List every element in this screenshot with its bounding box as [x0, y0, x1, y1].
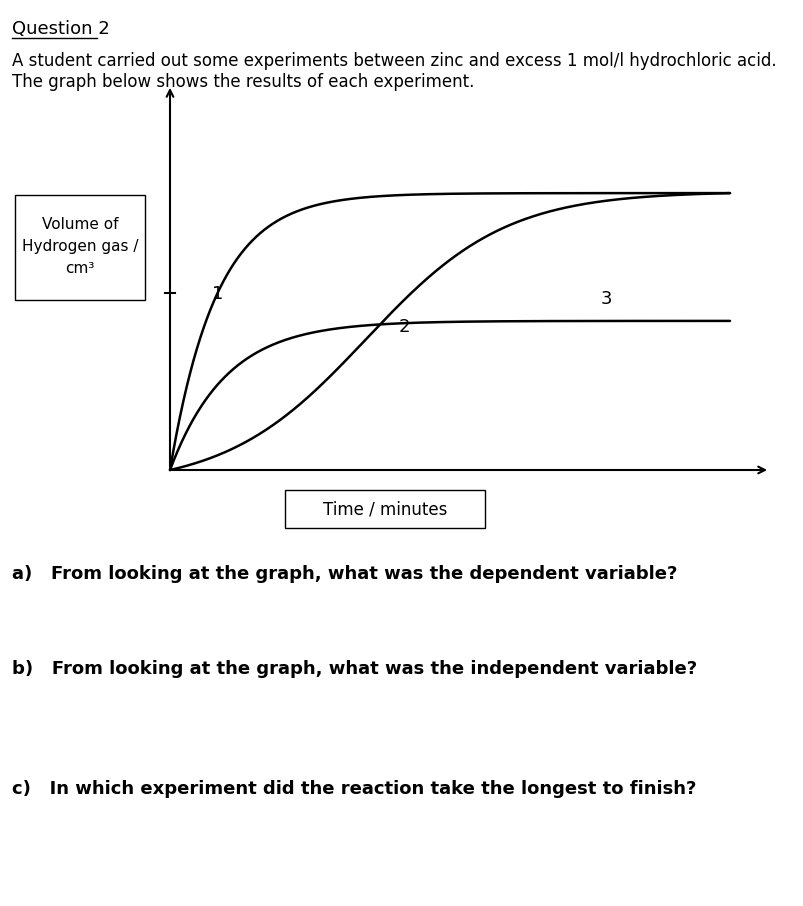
Text: Question 2: Question 2: [12, 20, 110, 38]
Text: 3: 3: [601, 290, 612, 308]
Text: A student carried out some experiments between zinc and excess 1 mol/l hydrochlo: A student carried out some experiments b…: [12, 52, 776, 70]
Text: c)   In which experiment did the reaction take the longest to finish?: c) In which experiment did the reaction …: [12, 780, 695, 798]
Text: Volume of: Volume of: [42, 217, 118, 232]
Text: Hydrogen gas /: Hydrogen gas /: [22, 239, 138, 254]
Text: 1: 1: [211, 285, 222, 304]
Text: b)   From looking at the graph, what was the independent variable?: b) From looking at the graph, what was t…: [12, 660, 696, 678]
Text: 2: 2: [398, 318, 410, 336]
Bar: [284, 490, 484, 528]
Text: a)   From looking at the graph, what was the dependent variable?: a) From looking at the graph, what was t…: [12, 565, 677, 583]
Text: Time / minutes: Time / minutes: [323, 501, 446, 519]
Text: cm³: cm³: [65, 261, 95, 276]
Bar: [15, 195, 145, 300]
Text: The graph below shows the results of each experiment.: The graph below shows the results of eac…: [12, 73, 474, 91]
